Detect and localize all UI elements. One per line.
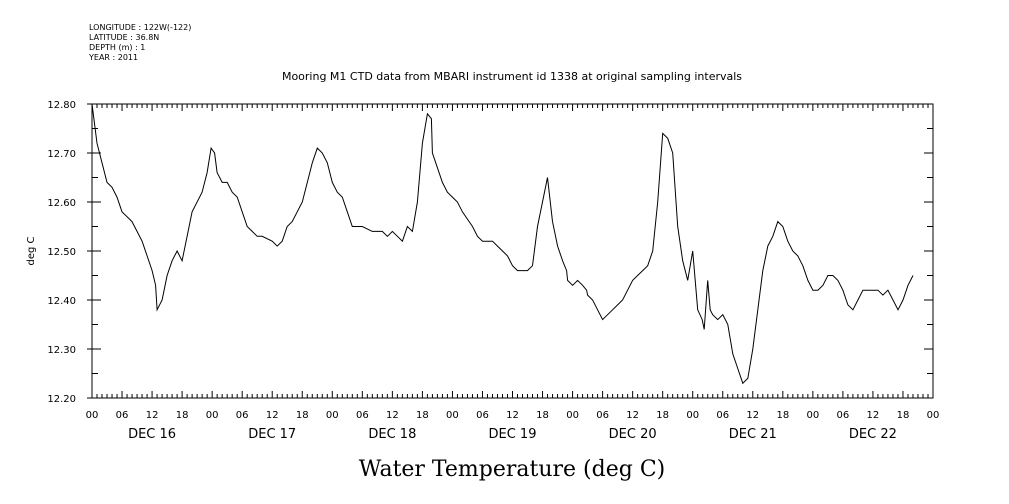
y-tick-label: 12.40 [47, 296, 76, 307]
x-tick-label: 18 [536, 410, 549, 421]
x-tick-label: 00 [326, 410, 339, 421]
y-tick-label: 12.50 [47, 247, 76, 258]
x-tick-label: 00 [86, 410, 99, 421]
y-tick-label: 12.60 [47, 198, 76, 209]
x-tick-label: 12 [386, 410, 399, 421]
plot-frame [91, 103, 934, 399]
depth-label: DEPTH (m) : 1 [89, 43, 145, 52]
x-tick-labels: 00 06 12 18 00 06 12 18 00 06 12 18 00 06 12 18 00 06 12 18… [86, 410, 940, 421]
x-tick-label: 06 [476, 410, 489, 421]
latitude-label: LATITUDE : 36.8N [89, 33, 159, 42]
x-tick-label: 12 [266, 410, 279, 421]
y-tick-label: 12.30 [47, 345, 76, 356]
day-label: DEC 21 [729, 427, 777, 442]
day-label: DEC 19 [489, 427, 537, 442]
x-tick-label: 18 [416, 410, 429, 421]
x-tick-label: 00 [927, 410, 940, 421]
x-tick-label: 12 [867, 410, 880, 421]
x-tick-label: 12 [746, 410, 759, 421]
chart-title: Mooring M1 CTD data from MBARI instrumen… [282, 70, 742, 83]
y-tick-labels: 12.20 12.30 12.40 12.50 12.60 12.70 12.80 [47, 100, 76, 405]
day-label: DEC 17 [248, 427, 296, 442]
x-tick-label: 00 [806, 410, 819, 421]
day-labels: DEC 16 DEC 17 DEC 18 DEC 19 DEC 20 DEC 21 DEC … [128, 427, 897, 442]
y-tick-label: 12.70 [47, 149, 76, 160]
longitude-label: LONGITUDE : 122W(-122) [89, 23, 191, 32]
x-tick-label: 00 [206, 410, 219, 421]
day-label: DEC 22 [849, 427, 897, 442]
x-tick-label: 18 [776, 410, 789, 421]
x-tick-label: 00 [686, 410, 699, 421]
x-tick-label: 18 [656, 410, 669, 421]
axis-ticks [87, 103, 934, 399]
y-tick-label: 12.20 [47, 394, 76, 405]
x-tick-label: 18 [897, 410, 910, 421]
x-tick-label: 00 [566, 410, 579, 421]
x-tick-label: 00 [446, 410, 459, 421]
x-tick-label: 06 [356, 410, 369, 421]
x-tick-label: 12 [626, 410, 639, 421]
year-label: YEAR : 2011 [88, 53, 138, 62]
x-tick-label: 06 [837, 410, 850, 421]
x-axis-label: Water Temperature (deg C) [359, 457, 666, 482]
y-axis-label: deg C [26, 236, 37, 265]
x-tick-label: 06 [716, 410, 729, 421]
x-tick-label: 12 [146, 410, 159, 421]
day-label: DEC 16 [128, 427, 176, 442]
x-tick-label: 12 [506, 410, 519, 421]
x-tick-label: 06 [116, 410, 129, 421]
x-tick-label: 06 [596, 410, 609, 421]
x-tick-label: 18 [176, 410, 189, 421]
y-tick-label: 12.80 [47, 100, 76, 111]
day-label: DEC 18 [368, 427, 416, 442]
day-label: DEC 20 [609, 427, 657, 442]
x-tick-label: 18 [296, 410, 309, 421]
series-line-water-temperature [91, 103, 914, 385]
x-tick-label: 06 [236, 410, 249, 421]
